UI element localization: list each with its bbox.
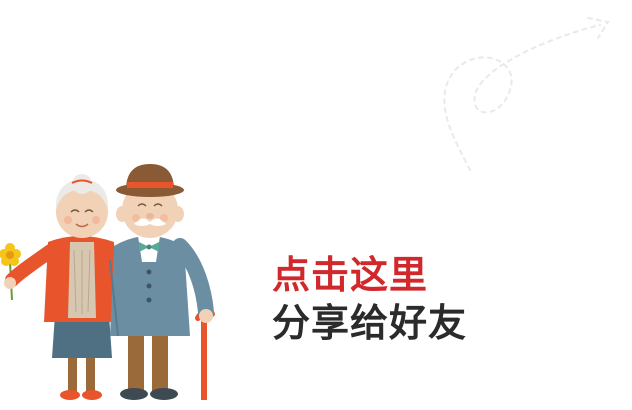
walking-cane-icon	[195, 308, 215, 400]
elderly-couple-illustration	[0, 164, 215, 400]
click-here-text[interactable]: 点击这里	[272, 253, 429, 297]
share-with-friends-text[interactable]: 分享给好友	[272, 301, 468, 345]
share-call-to-action[interactable]: 点击这里 分享给好友	[272, 256, 467, 342]
yellow-flower-icon	[0, 243, 21, 301]
